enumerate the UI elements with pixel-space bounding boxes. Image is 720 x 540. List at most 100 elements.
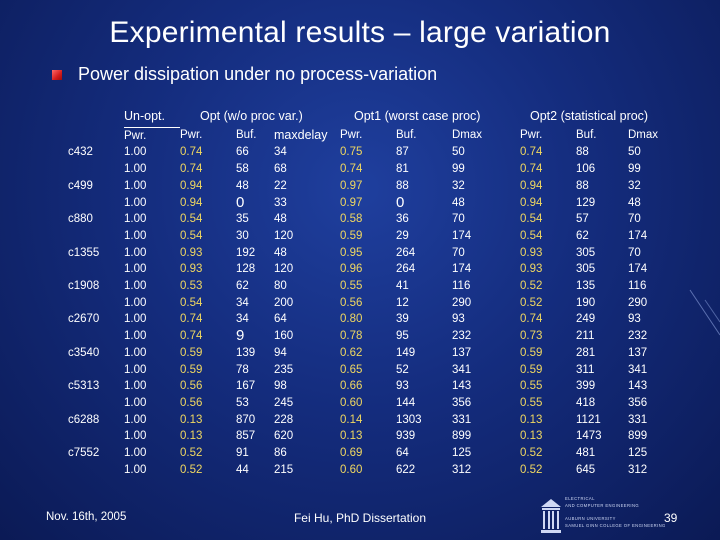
circuit-label: c5313 bbox=[68, 380, 100, 393]
cell-opt2-dmax: 70 bbox=[628, 246, 641, 259]
circuit-label: c6288 bbox=[68, 413, 100, 426]
circuit-label bbox=[68, 395, 124, 412]
cell-unopt-pwr: 1.00 bbox=[124, 146, 147, 159]
cell-opt1-dmax: 143 bbox=[452, 380, 472, 393]
cell-opt1-dmax: 232 bbox=[452, 330, 472, 343]
footer-title: Fei Hu, PhD Dissertation bbox=[293, 511, 427, 525]
cell-opt-buf: 857 bbox=[236, 430, 256, 443]
header-spacer bbox=[68, 108, 124, 127]
cell-unopt-pwr: 1.00 bbox=[124, 430, 147, 443]
subheader-unopt-pwr: Pwr. bbox=[124, 129, 147, 142]
cell-opt-pwr: 0.54 bbox=[180, 213, 203, 226]
cell-opt-maxdelay: 620 bbox=[274, 430, 294, 443]
cell-opt2-pwr: 0.52 bbox=[520, 280, 543, 293]
circuit-label: c1355 bbox=[68, 246, 100, 259]
cell-opt-maxdelay: 200 bbox=[274, 296, 294, 309]
cell-opt-maxdelay: 86 bbox=[274, 447, 287, 460]
cell-opt2-dmax: 32 bbox=[628, 179, 641, 192]
cell-opt1-dmax: 356 bbox=[452, 396, 472, 409]
cell-opt2-dmax: 174 bbox=[628, 263, 648, 276]
circuit-label: c1908 bbox=[68, 280, 100, 293]
cell-opt-buf: 139 bbox=[236, 346, 256, 359]
cell-opt1-dmax: 48 bbox=[452, 196, 465, 209]
table-row: 1.00 0.74 58 68 0.74 81 99 0.74 106 99 bbox=[68, 161, 668, 178]
circuit-label bbox=[68, 261, 124, 278]
cell-opt1-buf: 81 bbox=[396, 163, 409, 176]
cell-opt1-dmax: 174 bbox=[452, 263, 472, 276]
cell-opt-buf: 870 bbox=[236, 413, 256, 426]
circuit-label: c3540 bbox=[68, 346, 100, 359]
cell-opt1-buf: 93 bbox=[396, 380, 409, 393]
table-row: 1.00 0.54 34 200 0.56 12 290 0.52 190 290 bbox=[68, 295, 668, 312]
cell-opt1-dmax: 116 bbox=[452, 280, 471, 293]
university-logo: ELECTRICAL AND COMPUTER ENGINEERING AUBU… bbox=[540, 494, 710, 534]
table-row: 1.00 0.74 9 160 0.78 95 232 0.73 211 232 bbox=[68, 327, 668, 345]
cell-opt-buf: 167 bbox=[236, 380, 256, 393]
cell-opt-buf: 62 bbox=[236, 280, 249, 293]
cell-unopt-pwr: 1.00 bbox=[124, 163, 147, 176]
table-row: c880 1.00 0.54 35 48 0.58 36 70 0.54 57 70 bbox=[68, 211, 668, 228]
subheader-opt1-buf: Buf. bbox=[396, 129, 417, 142]
circuit-label: c880 bbox=[68, 213, 93, 226]
group-opt: Opt (w/o proc var.) bbox=[200, 109, 303, 124]
cell-opt2-buf: 62 bbox=[576, 229, 589, 242]
table-row: c499 1.00 0.94 48 22 0.97 88 32 0.94 88 32 bbox=[68, 178, 668, 195]
cell-unopt-pwr: 1.00 bbox=[124, 263, 147, 276]
cell-opt1-pwr: 0.66 bbox=[340, 380, 363, 393]
cell-opt-pwr: 0.74 bbox=[180, 330, 203, 343]
cell-opt-maxdelay: 22 bbox=[274, 179, 287, 192]
subheader-opt1-dmax: Dmax bbox=[452, 129, 483, 142]
cell-opt2-buf: 190 bbox=[576, 296, 596, 309]
cell-opt1-buf: 939 bbox=[396, 430, 416, 443]
cell-opt1-pwr: 0.56 bbox=[340, 296, 363, 309]
cell-opt2-dmax: 331 bbox=[628, 413, 648, 426]
cell-opt1-pwr: 0.62 bbox=[340, 346, 363, 359]
table-row: c1355 1.00 0.93 192 48 0.95 264 70 0.93 305 70 bbox=[68, 245, 668, 262]
cell-opt1-pwr: 0.80 bbox=[340, 313, 363, 326]
cell-opt1-buf: 29 bbox=[396, 229, 409, 242]
cell-opt1-pwr: 0.74 bbox=[340, 163, 363, 176]
cell-opt2-pwr: 0.73 bbox=[520, 330, 543, 343]
cell-opt-maxdelay: 48 bbox=[274, 213, 287, 226]
cell-opt2-buf: 57 bbox=[576, 213, 589, 226]
cell-opt2-pwr: 0.59 bbox=[520, 363, 543, 376]
cell-opt2-dmax: 143 bbox=[628, 380, 648, 393]
cell-opt-maxdelay: 64 bbox=[274, 313, 287, 326]
subheader-opt-pwr: Pwr. bbox=[180, 129, 203, 142]
subheader-opt2-dmax: Dmax bbox=[628, 129, 659, 142]
cell-opt1-buf: 264 bbox=[396, 263, 416, 276]
circuit-label bbox=[68, 462, 124, 479]
cell-opt-maxdelay: 80 bbox=[274, 280, 287, 293]
logo-line-2: AND COMPUTER ENGINEERING bbox=[565, 503, 640, 508]
cell-opt1-buf: 87 bbox=[396, 146, 409, 159]
cell-opt1-pwr: 0.75 bbox=[340, 146, 363, 159]
cell-opt-buf: 30 bbox=[236, 229, 249, 242]
cell-opt2-dmax: 116 bbox=[628, 280, 647, 293]
table-row: c432 1.00 0.74 66 34 0.75 87 50 0.74 88 50 bbox=[68, 144, 668, 161]
cell-opt1-buf: 622 bbox=[396, 463, 416, 476]
cell-opt1-pwr: 0.78 bbox=[340, 330, 363, 343]
cell-opt2-pwr: 0.54 bbox=[520, 229, 543, 242]
cell-opt-maxdelay: 98 bbox=[274, 380, 287, 393]
table-row: c5313 1.00 0.56 167 98 0.66 93 143 0.55 399 143 bbox=[68, 378, 668, 395]
cell-opt-pwr: 0.74 bbox=[180, 313, 203, 326]
cell-opt1-pwr: 0.65 bbox=[340, 363, 363, 376]
table-row: c6288 1.00 0.13 870 228 0.14 1303 331 0.13 1121 33… bbox=[68, 412, 668, 429]
table-row: 1.00 0.59 78 235 0.65 52 341 0.59 311 341 bbox=[68, 362, 668, 379]
cell-opt-buf: 58 bbox=[236, 163, 249, 176]
cell-opt2-pwr: 0.55 bbox=[520, 396, 543, 409]
group-unopt: Un-opt. bbox=[124, 108, 180, 128]
cell-opt2-buf: 1473 bbox=[576, 430, 602, 443]
cell-opt-maxdelay: 33 bbox=[274, 196, 287, 209]
circuit-label bbox=[68, 428, 124, 445]
cell-opt2-buf: 281 bbox=[576, 346, 596, 359]
cell-opt2-pwr: 0.94 bbox=[520, 179, 543, 192]
cell-opt-maxdelay: 215 bbox=[274, 463, 294, 476]
cell-opt-maxdelay: 94 bbox=[274, 346, 287, 359]
cell-opt1-pwr: 0.59 bbox=[340, 229, 363, 242]
cell-opt1-dmax: 125 bbox=[452, 447, 472, 460]
cell-opt2-pwr: 0.74 bbox=[520, 146, 543, 159]
table-row: 1.00 0.93 128 120 0.96 264 174 0.93 305 174 bbox=[68, 261, 668, 278]
subheader-opt2-buf: Buf. bbox=[576, 129, 597, 142]
cell-opt1-dmax: 93 bbox=[452, 313, 465, 326]
